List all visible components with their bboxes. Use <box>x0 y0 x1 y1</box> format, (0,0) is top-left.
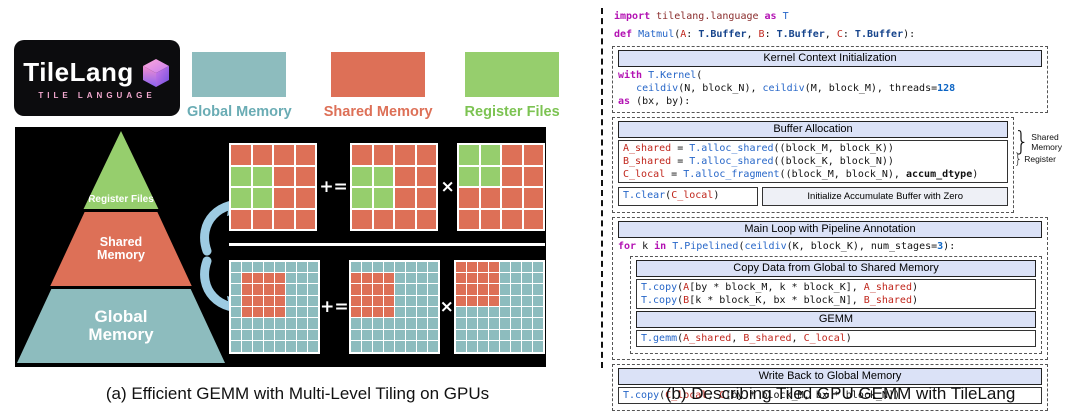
kernel-as-line: as (bx, by): <box>618 96 691 107</box>
memory-legend: Global Memory Shared Memory Register Fil… <box>187 52 560 120</box>
tiling-grids: += × += × <box>229 127 545 367</box>
write-back-line-box: T.copy(C_local, C[by * block_M, bx * blo… <box>618 387 1042 404</box>
caption-left: (a) Efficient GEMM with Multi-Level Tili… <box>105 384 490 403</box>
shared-a-tile-grid <box>350 143 439 231</box>
multiply-operator: × <box>439 296 454 317</box>
loop-body-section: Copy Data from Global to Shared Memory T… <box>630 256 1042 354</box>
clear-row: T.clear(C_local) Initialize Accumulate B… <box>618 185 1008 208</box>
shared-memory-swatch <box>331 52 426 97</box>
main-loop-header: Main Loop with Pipeline Annotation <box>618 221 1042 238</box>
copy-section-header: Copy Data from Global to Shared Memory <box>636 260 1036 277</box>
memory-scope-labels: } Shared Memory } Register <box>1014 126 1080 168</box>
accumulate-operator: += <box>319 177 348 197</box>
gemm-line: T.gemm(A_shared, B_shared, C_local) <box>641 333 852 344</box>
register-files-label: Register Files <box>464 104 560 120</box>
pyramid-global-memory-label: Global Memory <box>88 307 154 344</box>
copy-b-line: T.copy(B[k * block_K, bx * block_N], B_s… <box>641 295 918 306</box>
brace-icon: } <box>1014 126 1030 158</box>
write-back-line: T.copy(C_local, C[by * block_M, bx * blo… <box>623 390 900 401</box>
caption-right: (b) Describing Tiled GPU GEMM with TileL… <box>665 384 1016 403</box>
gemm-line-box: T.gemm(A_shared, B_shared, C_local) <box>636 330 1036 347</box>
buffer-allocation-header: Buffer Allocation <box>618 121 1008 138</box>
register-files-swatch <box>465 52 560 97</box>
buffer-allocation-wrap: Buffer Allocation A_shared = T.alloc_sha… <box>612 117 1062 213</box>
register-scope-label: } Register <box>1014 151 1056 168</box>
kernel-context-header: Kernel Context Initialization <box>618 50 1042 67</box>
kernel-with-line: with T.Kernel( <box>618 70 703 81</box>
global-a-matrix-grid <box>348 259 440 354</box>
copy-a-line: T.copy(A[by * block_M, k * block_K], A_s… <box>641 282 918 293</box>
memory-pyramid: Register Files Shared Memory Global Memo… <box>17 131 225 363</box>
global-b-matrix-grid <box>453 259 545 354</box>
function-signature: def Matmul(A: T.Buffer, B: T.Buffer, C: … <box>614 29 916 40</box>
shared-memory-tile-row: += × <box>229 127 545 243</box>
gemm-section-header: GEMM <box>636 311 1036 328</box>
tilelang-logo: TileLang TILE LANGUAGE <box>14 40 180 116</box>
kernel-context-section: Kernel Context Initialization with T.Ker… <box>612 46 1048 113</box>
global-memory-swatch <box>192 52 287 97</box>
pyramid-shared-memory-label: Shared Memory <box>97 234 145 262</box>
global-c-matrix-grid <box>229 259 321 354</box>
global-memory-tile-row: += × <box>229 246 545 367</box>
legend-item-shared-memory: Shared Memory <box>324 52 433 120</box>
global-memory-label: Global Memory <box>187 104 292 120</box>
shared-b-tile-grid <box>457 143 545 231</box>
legend-item-global-memory: Global Memory <box>187 52 292 120</box>
shared-memory-scope-label: } Shared Memory <box>1014 126 1062 158</box>
tilelang-code-panel: import tilelang.language as T def Matmul… <box>612 10 1062 415</box>
legend-item-register-files: Register Files <box>465 52 560 120</box>
gpu-memory-hierarchy-diagram: Register Files Shared Memory Global Memo… <box>15 127 546 367</box>
accumulate-operator: += <box>320 296 349 317</box>
logo-title: TileLang <box>23 57 134 87</box>
main-loop-section: Main Loop with Pipeline Annotation for k… <box>612 217 1048 360</box>
alloc-b-shared-line: B_shared = T.alloc_shared((block_K, bloc… <box>623 156 894 167</box>
pipelined-for-line: for k in T.Pipelined(ceildiv(K, block_K)… <box>618 241 956 252</box>
alloc-a-shared-line: A_shared = T.alloc_shared((block_M, bloc… <box>623 143 894 154</box>
multiply-operator: × <box>440 177 455 197</box>
pyramid-register-files-level: Register Files <box>83 131 159 209</box>
brace-icon: } <box>1014 151 1023 168</box>
tilelang-cube-icon <box>142 58 169 87</box>
pyramid-shared-memory-level: Shared Memory <box>50 212 192 286</box>
grid-row-divider <box>229 243 545 246</box>
pyramid-register-files-label: Register Files <box>88 194 154 205</box>
shared-memory-label: Shared Memory <box>323 104 433 120</box>
write-back-section: Write Back to Global Memory T.copy(C_loc… <box>612 364 1048 411</box>
logo-row: TileLang <box>23 57 170 89</box>
write-back-header: Write Back to Global Memory <box>618 368 1042 385</box>
pyramid-global-memory-level: Global Memory <box>17 289 225 363</box>
logo-subtitle: TILE LANGUAGE <box>38 90 156 100</box>
alloc-c-local-line: C_local = T.alloc_fragment((block_M, blo… <box>623 169 979 180</box>
shared-accumulator-tile-grid <box>229 143 317 231</box>
clear-box: T.clear(C_local) <box>618 187 759 206</box>
clear-annotation: Initialize Accumulate Buffer with Zero <box>762 187 1008 206</box>
alloc-lines-box: A_shared = T.alloc_shared((block_M, bloc… <box>618 140 1008 183</box>
buffer-allocation-section: Buffer Allocation A_shared = T.alloc_sha… <box>612 117 1014 213</box>
kernel-ceildiv-line: ceildiv(N, block_N), ceildiv(M, block_M)… <box>636 83 956 94</box>
clear-line: T.clear(C_local) <box>623 190 720 201</box>
copy-lines-box: T.copy(A[by * block_M, k * block_K], A_s… <box>636 279 1036 309</box>
panel-divider <box>601 8 603 368</box>
import-statement: import tilelang.language as T <box>614 11 789 22</box>
